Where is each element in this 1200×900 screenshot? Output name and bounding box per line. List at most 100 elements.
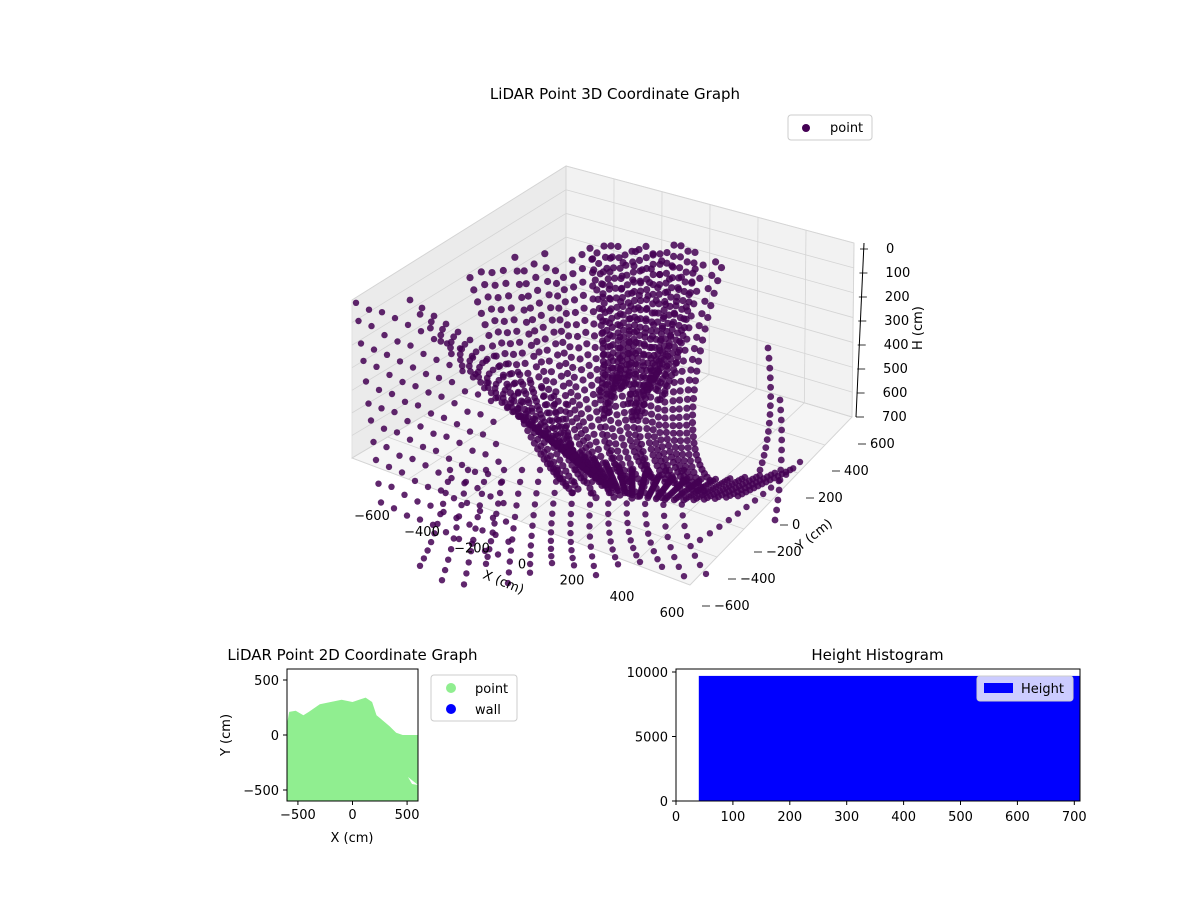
scatter-point <box>643 521 650 528</box>
scatter-point <box>765 419 773 427</box>
scatter-point <box>532 363 541 371</box>
scatter-point <box>775 486 783 494</box>
scatter-point <box>622 448 630 456</box>
scatter-point <box>592 438 600 446</box>
scatter-point <box>526 304 535 312</box>
scatter-point <box>535 299 544 307</box>
scatter-point <box>672 302 680 310</box>
scatter-point <box>466 521 473 528</box>
scatter-point <box>678 367 686 375</box>
scatter-point <box>553 415 561 423</box>
scatter-point <box>704 313 712 322</box>
scatter-point <box>683 258 691 266</box>
scatter-point <box>554 351 562 359</box>
scatter-point <box>440 414 448 421</box>
legend-marker-wall <box>446 704 456 714</box>
scatter-point <box>450 333 458 341</box>
scatter-point <box>470 286 478 294</box>
grid-line-left-z <box>351 307 567 436</box>
scatter-point <box>614 329 622 337</box>
scatter-point <box>425 389 432 396</box>
scatter-point <box>626 466 634 474</box>
scatter-point <box>486 546 493 553</box>
scatter-point <box>466 428 474 435</box>
scatter-point <box>417 423 424 430</box>
scatter-point <box>572 321 581 329</box>
scatter-point <box>605 520 612 527</box>
scatter-point <box>615 254 623 262</box>
scatter-point <box>611 274 619 282</box>
scatter-point <box>670 343 679 351</box>
scatter-point <box>586 414 594 422</box>
scatter-point <box>570 562 578 569</box>
scatter-point <box>556 316 564 324</box>
scatter-point <box>641 500 649 508</box>
scatter-point <box>596 270 604 278</box>
scatter-point <box>663 259 671 267</box>
scatter-point <box>357 340 365 347</box>
x-tick-label-2d: 500 <box>395 808 420 823</box>
grid-line-left-z <box>351 213 567 346</box>
scatter-point <box>631 313 639 321</box>
scatter-point <box>669 397 677 405</box>
scatter-point <box>575 401 584 409</box>
scatter-point <box>432 447 440 454</box>
scatter-point <box>667 355 675 363</box>
scatter-point <box>513 267 521 275</box>
scatter-point <box>378 405 385 412</box>
scatter-point <box>417 328 425 335</box>
scatter-point <box>596 313 604 321</box>
scatter-point <box>390 505 398 512</box>
scatter-point <box>710 289 718 297</box>
x-tick-label-hist: 100 <box>720 810 745 825</box>
scatter-point <box>404 321 412 329</box>
scatter-point <box>578 265 587 273</box>
scatter-point <box>641 333 649 341</box>
scatter-point <box>758 459 766 467</box>
scatter-point <box>616 264 624 272</box>
scatter-point <box>668 274 677 282</box>
scatter-point <box>659 314 667 322</box>
scatter-point <box>616 427 624 435</box>
scatter-point <box>377 499 385 506</box>
scatter-point <box>372 456 380 464</box>
scatter-point <box>689 426 697 434</box>
scatter-point <box>676 462 684 470</box>
scatter-point <box>549 424 557 431</box>
scatter-point <box>655 421 663 429</box>
scatter-point <box>620 382 628 390</box>
scatter-point <box>649 260 657 268</box>
scatter-point <box>656 260 664 268</box>
scatter-point <box>557 372 566 380</box>
scatter-point <box>448 350 455 358</box>
scatter-point <box>654 556 661 563</box>
scatter-point <box>620 409 629 417</box>
scatter-point <box>655 300 663 308</box>
scatter-point <box>443 433 450 440</box>
scatter-point <box>489 366 497 374</box>
y-tick-label-2d: 0 <box>271 729 279 744</box>
scatter-point <box>655 290 663 298</box>
scatter-point <box>609 332 617 340</box>
scatter-point <box>607 447 615 455</box>
scatter-point <box>542 264 550 272</box>
scatter-point <box>680 287 688 296</box>
scatter-point <box>614 487 622 494</box>
scatter-point <box>683 429 691 437</box>
scatter-point <box>378 309 386 316</box>
scatter-point <box>643 478 650 485</box>
scatter-point <box>534 286 542 294</box>
scatter-point <box>686 457 695 465</box>
scatter-point <box>513 327 521 335</box>
scatter-point <box>636 412 644 420</box>
scatter-point <box>700 496 708 503</box>
scatter-point <box>684 247 692 255</box>
scatter-point <box>625 323 633 331</box>
scatter-point <box>459 367 466 375</box>
scatter-point <box>401 491 408 498</box>
scatter-point <box>563 321 572 329</box>
scatter-point <box>403 512 411 519</box>
scatter-point <box>466 274 474 282</box>
scatter-point <box>658 443 666 451</box>
